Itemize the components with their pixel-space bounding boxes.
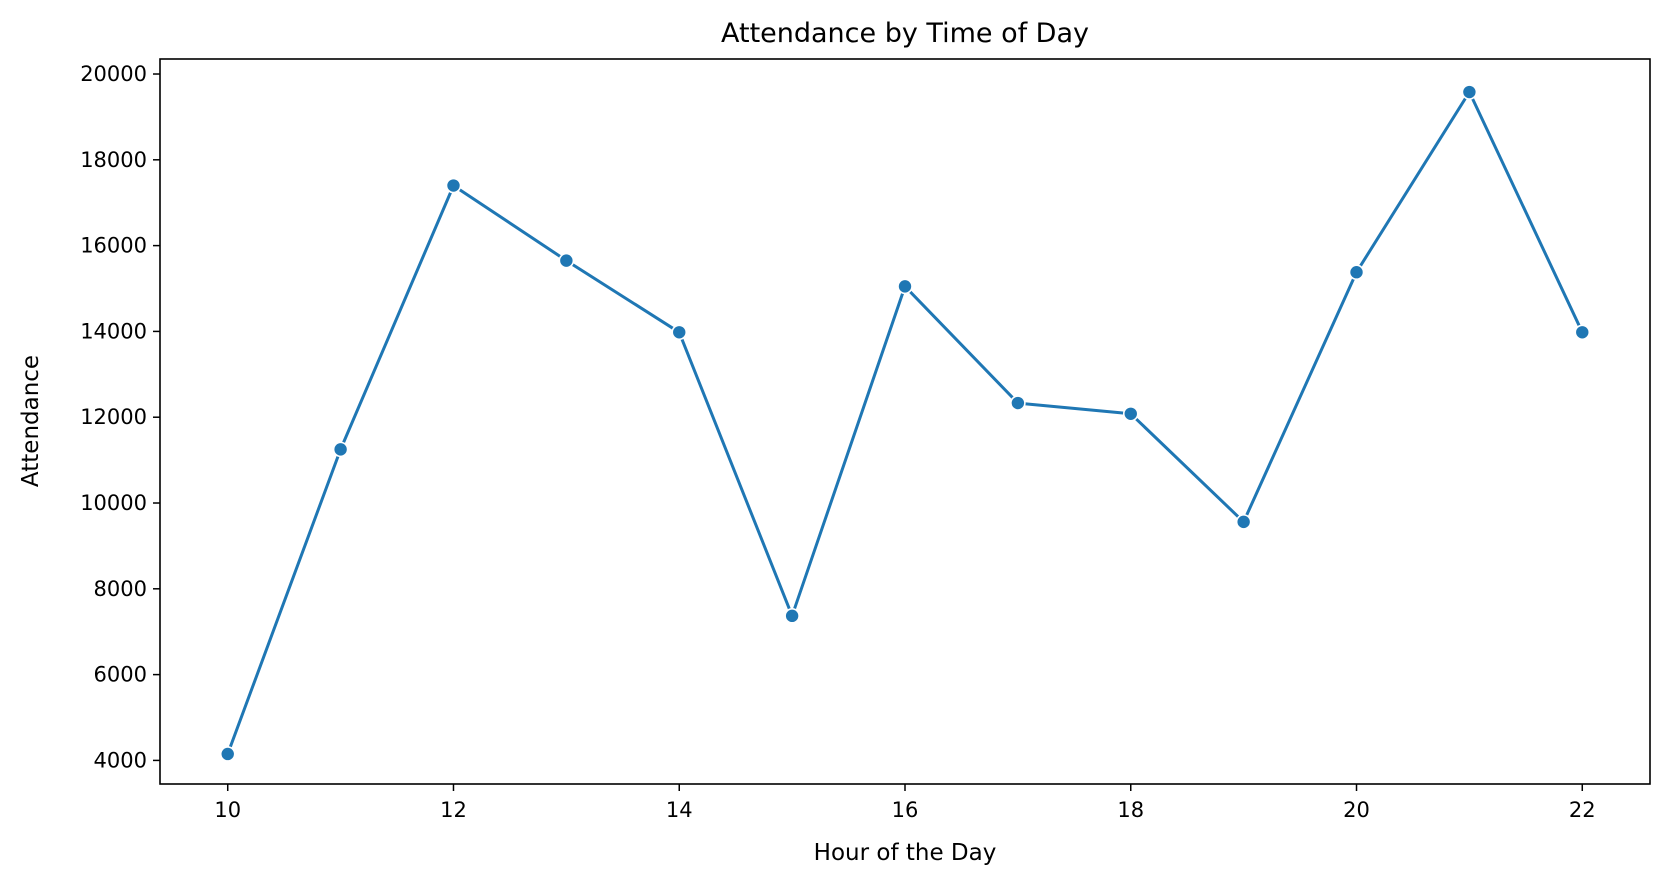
x-tick-label: 12 [440, 798, 467, 822]
plot-frame [159, 58, 1651, 785]
x-tick-label: 22 [1569, 798, 1596, 822]
y-tick-label: 18000 [80, 148, 147, 172]
x-axis: 10 12 14 16 18 20 22 [214, 784, 1596, 822]
chart-title: Attendance by Time of Day [721, 18, 1089, 49]
data-point [1010, 395, 1026, 411]
y-tick-label: 20000 [80, 62, 147, 86]
y-tick-label: 12000 [80, 405, 147, 429]
x-tick-label: 18 [1117, 798, 1144, 822]
y-axis-label: Attendance [18, 355, 44, 487]
x-tick-label: 16 [892, 798, 919, 822]
data-point [1348, 264, 1365, 281]
x-tick-label: 14 [666, 798, 693, 822]
data-point [1235, 514, 1252, 530]
y-tick-label: 10000 [80, 491, 147, 515]
y-tick-label: 4000 [94, 748, 147, 772]
data-point [897, 278, 913, 295]
y-tick-label: 14000 [80, 319, 147, 343]
y-tick-label: 6000 [94, 663, 147, 687]
plot-area [219, 84, 1591, 762]
x-axis-label: Hour of the Day [814, 840, 997, 866]
series-line [226, 90, 1584, 755]
y-tick-label: 8000 [94, 577, 147, 601]
x-tick-label: 10 [214, 798, 241, 822]
y-axis: 4000 6000 8000 10000 12000 14000 16000 18000 200… [80, 62, 160, 772]
data-point [1574, 324, 1591, 341]
data-point [558, 252, 575, 269]
data-point [445, 177, 462, 194]
data-point [1122, 405, 1139, 422]
data-point [671, 324, 688, 341]
data-point [784, 608, 800, 624]
data-point [1461, 84, 1478, 100]
y-tick-label: 16000 [80, 234, 147, 258]
x-tick-label: 20 [1343, 798, 1370, 822]
data-point [219, 746, 236, 762]
data-point [332, 441, 349, 458]
